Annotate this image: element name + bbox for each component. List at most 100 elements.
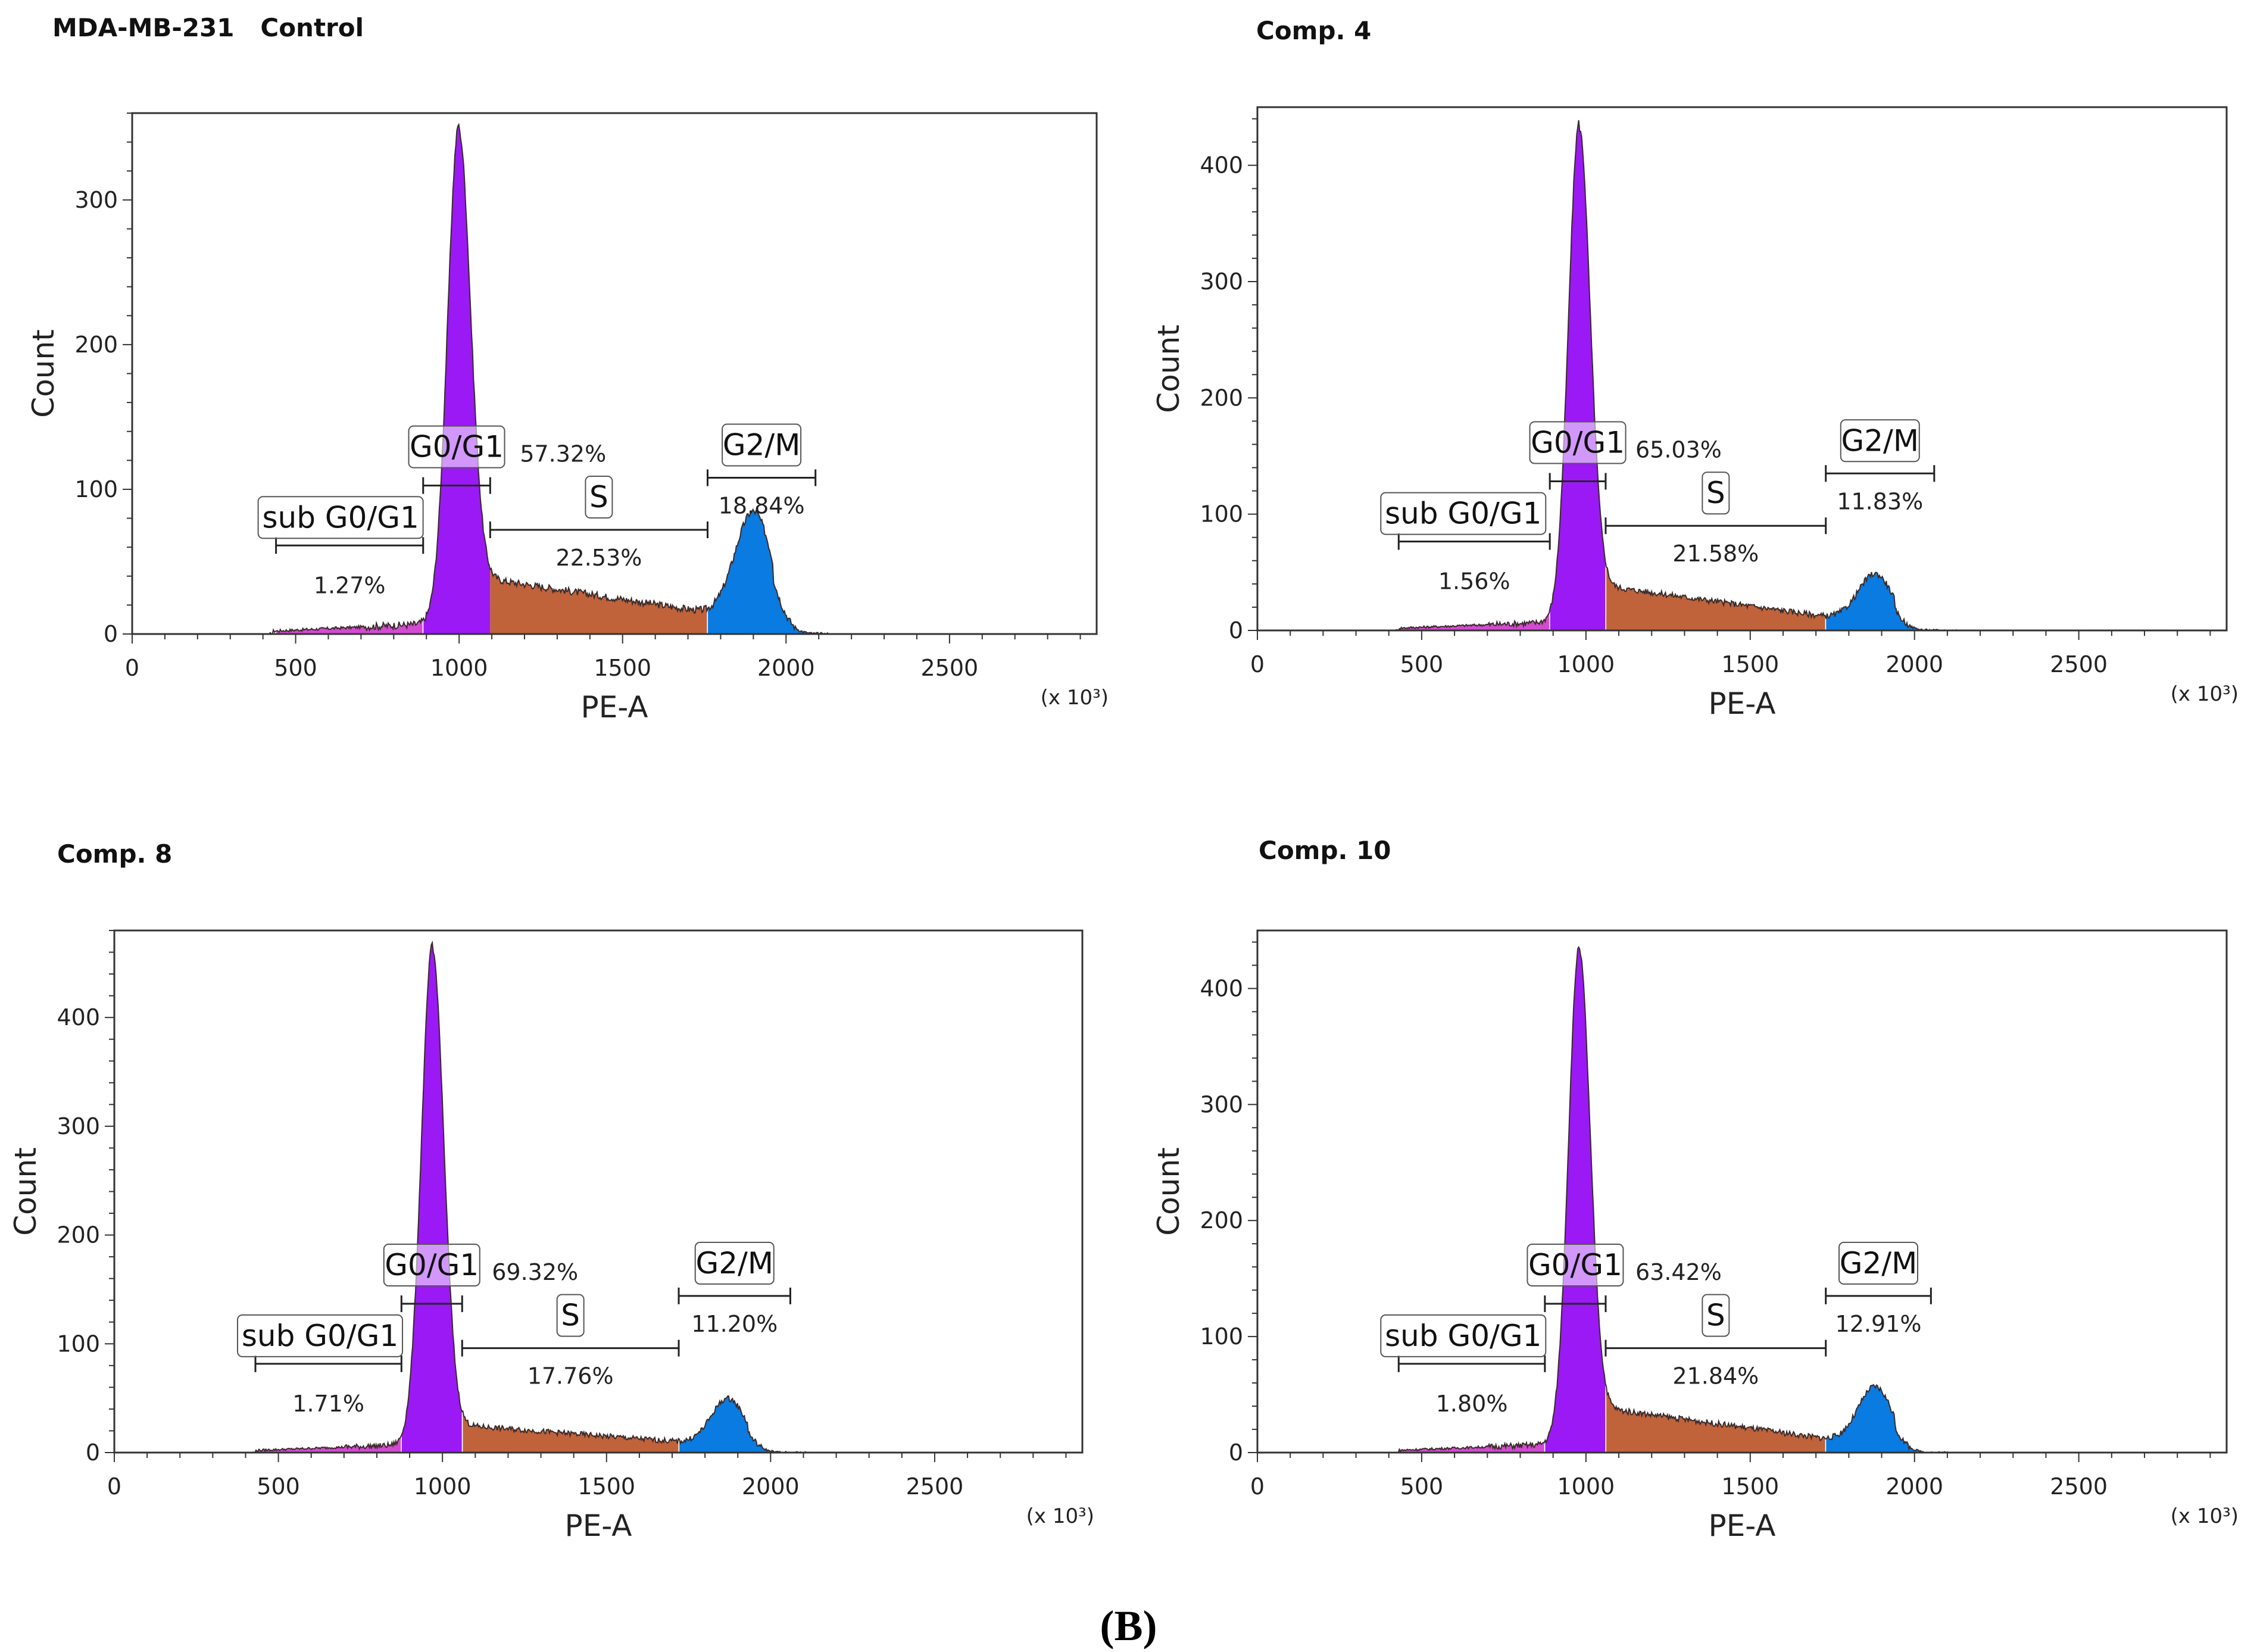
y-tick-label: 300 bbox=[1200, 1091, 1243, 1117]
x-tick-label: 2000 bbox=[742, 1473, 800, 1500]
y-tick-label: 200 bbox=[1200, 385, 1243, 411]
x-tick-label: 1500 bbox=[577, 1473, 635, 1500]
phase-area-s-phase bbox=[1606, 1386, 1825, 1453]
gate-percent: 11.20% bbox=[691, 1311, 778, 1337]
gate-sub-g0g1: sub G0/G1 1.27% bbox=[257, 496, 424, 598]
plot-frame bbox=[1256, 929, 2228, 1454]
gate-label: S bbox=[561, 1298, 580, 1333]
gate-label: G0/G1 bbox=[410, 430, 504, 464]
x-unit-label: (x 10³) bbox=[1041, 686, 1109, 710]
x-axis-title: PE-A bbox=[565, 1509, 632, 1543]
y-tick-label: 300 bbox=[74, 187, 118, 213]
x-tick-label: 1000 bbox=[1557, 651, 1615, 677]
x-tick-label: 1000 bbox=[1557, 1473, 1615, 1500]
x-tick-label: 2500 bbox=[2050, 651, 2108, 677]
panel-title-comp4: Comp. 4 bbox=[1256, 16, 1372, 45]
gate-label-box bbox=[556, 1294, 585, 1337]
figure-label: (B) bbox=[1100, 1602, 1157, 1650]
histogram-outline bbox=[1394, 945, 1958, 1454]
gate-percent: 22.53% bbox=[555, 545, 642, 571]
y-tick-label: 0 bbox=[86, 1439, 100, 1466]
y-axis: 0 100 200 300 bbox=[74, 113, 132, 647]
x-tick-label: 1500 bbox=[1721, 651, 1779, 677]
gate-s: S 21.84% bbox=[1604, 1294, 1827, 1389]
histogram-comp10: 0 500 1000 1500 2000 2500 0 100 200 300 400 PE-A Cou… bbox=[1151, 929, 2239, 1543]
histogram-control: 0 500 1000 1500 2000 2500 0 100 200 300 PE-A Count (… bbox=[26, 112, 1109, 724]
x-axis-title: PE-A bbox=[1709, 1509, 1776, 1543]
gate-label: S bbox=[1706, 1298, 1725, 1333]
y-axis: 0 100 200 300 400 bbox=[1200, 118, 1257, 644]
x-tick-label: 2000 bbox=[1885, 651, 1943, 677]
x-tick-label: 0 bbox=[1250, 651, 1265, 677]
y-tick-label: 300 bbox=[1200, 268, 1243, 295]
x-tick-label: 1000 bbox=[430, 655, 488, 681]
x-tick-label: 2500 bbox=[2050, 1473, 2108, 1500]
gate-label-box bbox=[1380, 1314, 1547, 1357]
gate-label: G2/M bbox=[695, 1246, 773, 1281]
gate-percent: 21.84% bbox=[1672, 1363, 1759, 1389]
gate-sub-g0g1: sub G0/G1 1.71% bbox=[237, 1314, 404, 1417]
x-unit-label: (x 10³) bbox=[2171, 1504, 2239, 1528]
phase-area-g0g1 bbox=[1545, 947, 1606, 1453]
y-tick-label: 100 bbox=[57, 1331, 100, 1357]
y-tick-label: 0 bbox=[104, 621, 118, 647]
y-tick-label: 200 bbox=[1200, 1207, 1243, 1233]
phase-area-g2m bbox=[708, 509, 829, 634]
gate-g0g1: G0/G1 57.32% bbox=[408, 425, 606, 494]
gate-g0g1: G0/G1 69.32% bbox=[383, 1244, 578, 1313]
x-tick-label: 500 bbox=[274, 655, 317, 681]
phase-area-s-phase bbox=[490, 568, 707, 634]
gate-label: G0/G1 bbox=[1528, 1248, 1622, 1282]
gate-label: G2/M bbox=[1841, 423, 1919, 458]
gate-percent: 11.83% bbox=[1837, 488, 1923, 514]
gate-label-box bbox=[1838, 1241, 1919, 1285]
x-axis: 0 500 1000 1500 2000 2500 bbox=[125, 634, 1081, 681]
x-tick-label: 2500 bbox=[921, 655, 979, 681]
x-tick-label: 0 bbox=[125, 655, 139, 681]
x-tick-label: 2500 bbox=[906, 1473, 964, 1500]
gate-sub-g0g1: sub G0/G1 1.56% bbox=[1380, 492, 1551, 595]
phase-area-s-phase bbox=[463, 1411, 679, 1453]
x-tick-label: 500 bbox=[1400, 1473, 1444, 1500]
gate-percent: 1.80% bbox=[1436, 1391, 1508, 1417]
gate-label-box bbox=[722, 423, 802, 467]
y-tick-label: 400 bbox=[1200, 975, 1243, 1001]
gate-label: sub G0/G1 bbox=[1385, 496, 1541, 531]
x-axis: 0 500 1000 1500 2000 2500 bbox=[1250, 1453, 2211, 1500]
gate-label-box bbox=[1529, 421, 1627, 464]
gate-g0g1: G0/G1 65.03% bbox=[1529, 421, 1722, 490]
gate-s: S 17.76% bbox=[461, 1294, 680, 1389]
gate-label: S bbox=[589, 480, 608, 514]
x-unit-label: (x 10³) bbox=[1026, 1504, 1094, 1528]
phase-area-g2m bbox=[1826, 1384, 1958, 1453]
x-unit-label: (x 10³) bbox=[2171, 682, 2239, 706]
gate-percent: 57.32% bbox=[520, 441, 606, 467]
gate-g0g1: G0/G1 63.42% bbox=[1526, 1244, 1722, 1313]
gate-label-box bbox=[1380, 492, 1547, 535]
gate-g2m: G2/M 18.84% bbox=[707, 423, 817, 519]
gate-percent: 65.03% bbox=[1635, 436, 1722, 463]
gate-label-box bbox=[694, 1241, 775, 1285]
phase-area-g0g1 bbox=[423, 124, 491, 635]
x-axis: 0 500 1000 1500 2000 2500 bbox=[1250, 630, 2211, 677]
y-axis: 0 100 200 300 400 bbox=[1200, 941, 1257, 1466]
phase-area-s-phase bbox=[1606, 567, 1825, 630]
gate-label: sub G0/G1 bbox=[242, 1319, 398, 1353]
histogram-outline bbox=[252, 940, 814, 1454]
histogram-outline bbox=[1395, 120, 1958, 632]
gate-percent: 63.42% bbox=[1635, 1259, 1722, 1285]
y-tick-label: 400 bbox=[57, 1004, 100, 1030]
gate-label: G2/M bbox=[1840, 1246, 1918, 1281]
plot-frame bbox=[1256, 106, 2228, 632]
gate-g2m: G2/M 12.91% bbox=[1825, 1241, 1932, 1337]
gate-label-box bbox=[237, 1314, 404, 1357]
gate-percent: 12.91% bbox=[1835, 1311, 1922, 1337]
y-tick-label: 100 bbox=[74, 476, 118, 502]
histogram-outline bbox=[269, 123, 829, 635]
gate-label-box bbox=[257, 496, 424, 539]
gate-label: sub G0/G1 bbox=[1385, 1319, 1541, 1353]
y-tick-label: 100 bbox=[1200, 501, 1243, 527]
phase-area-g2m bbox=[1826, 572, 1958, 630]
phase-area-g0g1 bbox=[401, 942, 462, 1453]
x-tick-label: 500 bbox=[257, 1473, 300, 1500]
